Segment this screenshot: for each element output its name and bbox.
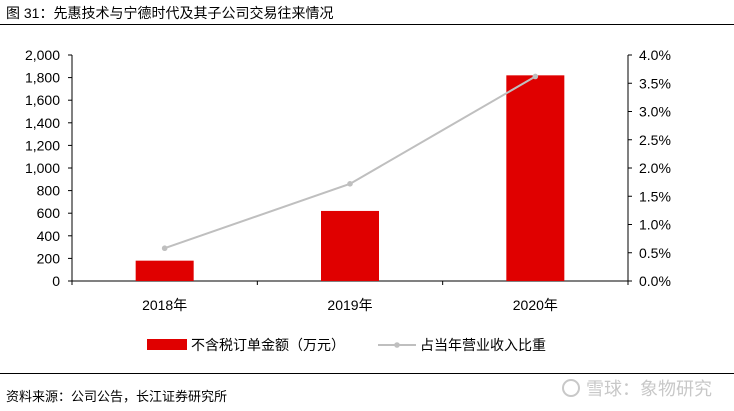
legend-label-bar: 不含税订单金额（万元） (191, 337, 345, 353)
line-point (161, 245, 168, 252)
watermark: 雪球：象物研究 (562, 375, 712, 401)
left-tick-label: 0 (52, 273, 60, 289)
left-tick-label: 800 (37, 183, 61, 199)
left-tick-label: 400 (37, 228, 61, 244)
right-tick-label: 1.0% (639, 217, 671, 233)
left-tick-label: 600 (37, 205, 61, 221)
bottom-rule (0, 373, 734, 374)
right-tick-label: 3.5% (639, 75, 671, 91)
left-tick-label: 1,600 (25, 92, 60, 108)
right-tick-label: 0.0% (639, 273, 671, 289)
left-tick-label: 1,800 (25, 70, 60, 86)
bar (135, 260, 194, 281)
source-note: 资料来源：公司公告，长江证券研究所 (6, 389, 228, 404)
combo-chart: 0 200 400 600 800 1,000 1,200 1,400 1,600 1,800 2,… (25, 47, 671, 353)
right-tick-label: 2.5% (639, 132, 671, 148)
right-tick-label: 3.0% (639, 104, 671, 120)
x-tick-label: 2020年 (513, 297, 558, 313)
left-tick-label: 2,000 (25, 47, 60, 63)
snowball-logo-icon (562, 379, 580, 397)
left-tick-label: 1,000 (25, 160, 60, 176)
right-tick-label: 0.5% (639, 245, 671, 261)
figure-title: 图 31：先惠技术与宁德时代及其子公司交易往来情况 (6, 5, 334, 21)
bar (506, 75, 565, 281)
line-point (532, 73, 539, 80)
left-tick-label: 1,200 (25, 137, 60, 153)
right-tick-label: 4.0% (639, 47, 671, 63)
legend-swatch-bar (147, 339, 187, 350)
line-point (347, 181, 353, 187)
legend-swatch-marker (394, 342, 400, 348)
left-tick-label: 1,400 (25, 115, 60, 131)
bar (321, 210, 379, 281)
right-tick-label: 1.5% (639, 188, 671, 204)
x-tick-label: 2018年 (142, 297, 187, 313)
right-tick-label: 2.0% (639, 160, 671, 176)
watermark-text: 雪球：象物研究 (586, 379, 712, 399)
legend-label-line: 占当年营业收入比重 (420, 337, 546, 353)
left-tick-label: 200 (37, 250, 61, 266)
top-rule (0, 24, 734, 25)
x-tick-label: 2019年 (327, 297, 372, 313)
